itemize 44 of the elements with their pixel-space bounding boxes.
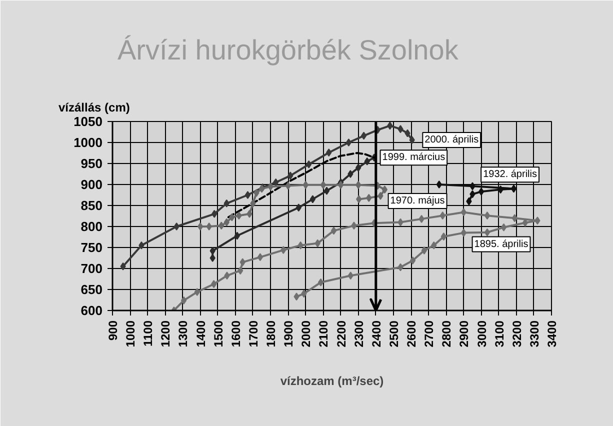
- y-tick-label: 900: [80, 177, 103, 192]
- y-tick-label: 600: [80, 303, 103, 318]
- x-tick-label: 1600: [228, 320, 243, 348]
- y-tick-label: 850: [80, 198, 103, 213]
- x-tick-label: 2500: [386, 320, 401, 348]
- x-tick-label: 1100: [141, 320, 156, 347]
- y-tick-label: 650: [80, 282, 103, 297]
- chart-title: Árvízi hurokgörbék Szolnok: [118, 34, 460, 66]
- x-tick-label: 3100: [492, 320, 506, 348]
- y-tick-label: 1050: [74, 114, 102, 129]
- y-tick-label: 1000: [74, 135, 102, 150]
- x-tick-label: 2700: [422, 320, 436, 348]
- y-tick-label: 800: [80, 219, 103, 234]
- series-label: 1999. március: [382, 152, 446, 164]
- x-axis-title: vízhozam (m³/sec): [280, 374, 384, 388]
- x-tick-label: 1200: [158, 320, 173, 348]
- x-tick-label: 3200: [510, 320, 524, 348]
- series-label: 1895. április: [474, 238, 528, 250]
- x-tick-label: 1500: [211, 320, 226, 348]
- x-tick-label: 2900: [457, 320, 472, 348]
- x-tick-label: 1400: [194, 320, 208, 348]
- x-tick-label: 1700: [246, 320, 260, 348]
- series-label: 2000. április: [424, 134, 479, 146]
- y-tick-label: 750: [80, 240, 103, 255]
- x-tick-label: 2600: [404, 320, 419, 348]
- series-label: 1970. május: [390, 196, 445, 207]
- x-tick-label: 1300: [176, 320, 190, 348]
- series-label: 1932. április: [483, 169, 537, 180]
- x-tick-label: 2000: [299, 320, 314, 348]
- y-axis-title: vízállás (cm): [58, 100, 130, 114]
- x-tick-label: 2100: [316, 320, 331, 348]
- y-tick-label: 700: [80, 261, 103, 276]
- x-tick-label: 1800: [264, 320, 278, 348]
- x-tick-label: 900: [106, 320, 120, 341]
- x-tick-label: 2400: [369, 320, 384, 348]
- x-tick-label: 1900: [282, 320, 296, 348]
- x-tick-label: 2200: [334, 320, 348, 348]
- x-tick-label: 3400: [545, 320, 559, 348]
- x-tick-label: 1000: [124, 320, 138, 348]
- x-tick-label: 3300: [527, 320, 542, 348]
- x-tick-label: 2300: [352, 320, 366, 348]
- y-tick-label: 950: [80, 156, 103, 171]
- x-tick-label: 2800: [440, 320, 454, 348]
- x-tick-label: 3000: [474, 320, 489, 348]
